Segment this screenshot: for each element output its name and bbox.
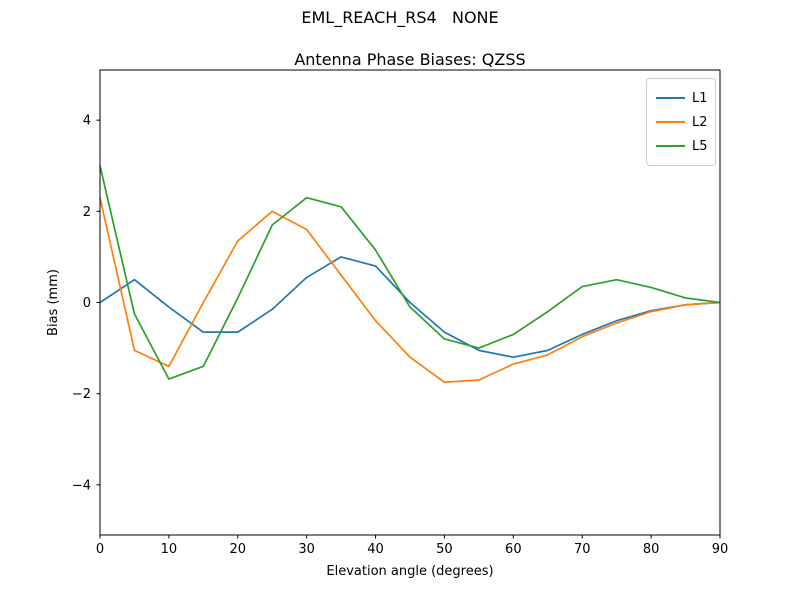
l5-line-swatch <box>656 145 685 147</box>
y-tick-label: 0 <box>83 296 91 311</box>
x-tick-label: 30 <box>298 542 315 557</box>
axes-title: Antenna Phase Biases: QZSS <box>294 50 526 69</box>
figure-suptitle: EML_REACH_RS4 NONE <box>301 8 499 27</box>
y-tick-label: 2 <box>83 205 91 220</box>
x-tick-label: 10 <box>161 542 178 557</box>
legend-item-l1: L1 <box>656 86 708 110</box>
plot-border <box>99 69 721 536</box>
x-tick-label: 20 <box>230 542 247 557</box>
x-tick-label: 90 <box>712 542 729 557</box>
x-tick-label: 40 <box>367 542 384 557</box>
x-axis-label: Elevation angle (degrees) <box>326 564 493 579</box>
y-tick-label: 4 <box>83 114 91 129</box>
legend-item-l2: L2 <box>656 110 708 134</box>
legend-item-l5: L5 <box>656 134 708 158</box>
l1-line-swatch <box>656 97 685 99</box>
y-axis-label: Bias (mm) <box>46 269 61 336</box>
x-tick-label: 80 <box>643 542 660 557</box>
legend-label-l5: L5 <box>692 138 708 154</box>
x-tick-label: 60 <box>505 542 522 557</box>
legend-label-l2: L2 <box>692 114 708 130</box>
x-tick-label: 70 <box>574 542 591 557</box>
legend-label-l1: L1 <box>692 90 708 106</box>
legend: L1 L2 L5 <box>646 78 716 166</box>
series-line-l5 <box>99 165 721 380</box>
y-tick-label: −2 <box>72 387 91 402</box>
x-tick-label: 50 <box>436 542 453 557</box>
l2-line-swatch <box>656 121 685 123</box>
series-line-l1 <box>99 256 721 359</box>
x-tick-label: 0 <box>96 542 104 557</box>
series-line-l2 <box>99 197 721 384</box>
y-tick-label: −4 <box>72 478 91 493</box>
